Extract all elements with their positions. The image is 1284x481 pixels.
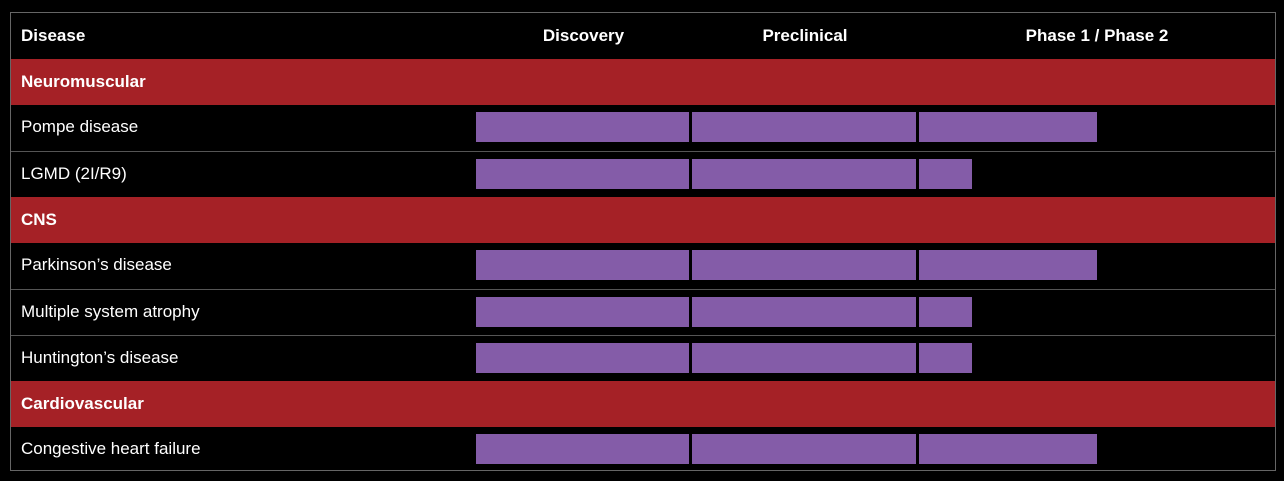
progress-bar — [692, 297, 916, 327]
disease-label: LGMD (2I/R9) — [21, 164, 127, 183]
group-label: Neuromuscular — [21, 72, 146, 91]
progress-bar — [919, 297, 973, 327]
header-cell: Phase 1 / Phase 2 — [1025, 26, 1169, 45]
progress-bar — [919, 434, 1097, 464]
pipeline-table: Disease Discovery Preclinical Phase 1 / Ph… — [10, 12, 1276, 471]
progress-bar — [919, 159, 973, 189]
progress-bar — [476, 434, 689, 464]
progress-bar — [476, 250, 689, 280]
disease-row: Parkinson’s disease — [11, 243, 1275, 289]
header-cell: Discovery — [542, 26, 625, 45]
group-row: Cardiovascular — [11, 381, 1275, 427]
progress-bar — [692, 343, 916, 373]
progress-bar — [692, 112, 916, 142]
progress-bar — [919, 112, 1097, 142]
progress-bar — [476, 343, 689, 373]
disease-label: Multiple system atrophy — [21, 302, 200, 321]
header-row: Disease Discovery Preclinical Phase 1 / Ph… — [11, 13, 1275, 59]
disease-row: LGMD (2I/R9) — [11, 151, 1275, 197]
group-label: Cardiovascular — [21, 394, 144, 413]
disease-label: Congestive heart failure — [21, 439, 201, 458]
group-row: Neuromuscular — [11, 59, 1275, 105]
header-cell: Disease — [21, 26, 86, 45]
progress-bar — [476, 297, 689, 327]
disease-label: Parkinson’s disease — [21, 255, 172, 274]
group-label: CNS — [21, 210, 57, 229]
progress-bar — [692, 250, 916, 280]
disease-row: Multiple system atrophy — [11, 289, 1275, 335]
group-row: CNS — [11, 197, 1275, 243]
disease-row: Congestive heart failure — [11, 427, 1275, 473]
disease-row: Huntington’s disease — [11, 335, 1275, 381]
progress-bar — [476, 112, 689, 142]
disease-label: Pompe disease — [21, 117, 139, 136]
disease-row: Pompe disease — [11, 105, 1275, 151]
progress-bar — [692, 159, 916, 189]
header-cell: Preclinical — [762, 26, 848, 45]
disease-label: Huntington’s disease — [21, 348, 179, 367]
progress-bar — [919, 343, 973, 373]
progress-bar — [919, 250, 1097, 280]
progress-bar — [692, 434, 916, 464]
progress-bar — [476, 159, 689, 189]
